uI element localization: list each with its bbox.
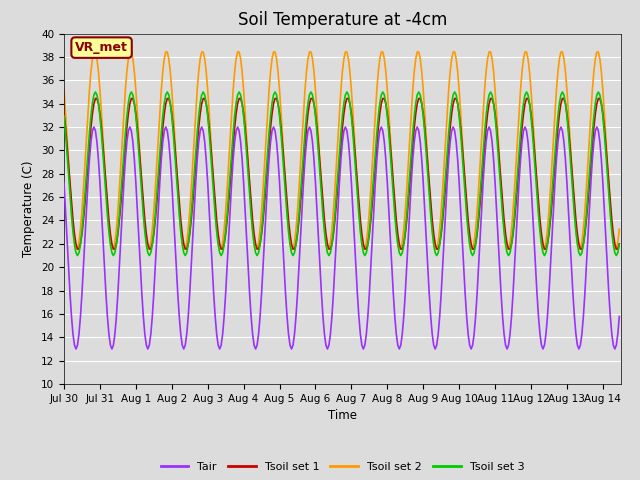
Tair <box>346 156 354 162</box>
Tair <box>470 331 478 337</box>
Tsoil set 2 <box>134 109 141 115</box>
X-axis label: Time: Time <box>328 409 357 422</box>
Y-axis label: Temperature (C): Temperature (C) <box>22 160 35 257</box>
Legend: Tair, Tsoil set 1, Tsoil set 2, Tsoil set 3: Tair, Tsoil set 1, Tsoil set 2, Tsoil se… <box>156 457 529 477</box>
Tsoil set 1 <box>250 231 258 237</box>
Line: Tair: Tair <box>64 127 620 349</box>
Tsoil set 3 <box>616 242 623 248</box>
Tsoil set 2 <box>92 49 99 55</box>
Tsoil set 2 <box>154 134 162 140</box>
Tsoil set 3 <box>74 252 81 258</box>
Tsoil set 3 <box>250 242 258 248</box>
Tsoil set 1 <box>74 246 81 252</box>
Tsoil set 3 <box>154 171 162 177</box>
Tsoil set 2 <box>250 239 258 245</box>
Text: VR_met: VR_met <box>75 41 128 54</box>
Tsoil set 1 <box>134 125 141 131</box>
Tsoil set 1 <box>346 101 354 107</box>
Tsoil set 1 <box>154 181 162 187</box>
Tair <box>607 313 614 319</box>
Tsoil set 3 <box>134 130 141 136</box>
Tsoil set 2 <box>60 87 68 93</box>
Tsoil set 2 <box>346 69 354 74</box>
Title: Soil Temperature at -4cm: Soil Temperature at -4cm <box>237 11 447 29</box>
Line: Tsoil set 2: Tsoil set 2 <box>64 52 620 249</box>
Tsoil set 3 <box>470 250 478 256</box>
Tsoil set 1 <box>470 246 478 252</box>
Tsoil set 1 <box>92 96 99 101</box>
Tair <box>134 206 141 212</box>
Tsoil set 3 <box>346 100 354 106</box>
Tsoil set 2 <box>72 246 80 252</box>
Tair <box>60 180 68 185</box>
Tair <box>616 313 623 319</box>
Tair <box>154 206 162 212</box>
Tair <box>72 346 80 352</box>
Tsoil set 3 <box>607 212 614 217</box>
Tsoil set 3 <box>60 113 68 119</box>
Line: Tsoil set 1: Tsoil set 1 <box>64 98 620 249</box>
Tsoil set 3 <box>92 89 99 95</box>
Tsoil set 1 <box>60 111 68 117</box>
Tsoil set 2 <box>616 226 623 232</box>
Tsoil set 2 <box>470 239 478 245</box>
Tair <box>90 124 98 130</box>
Tsoil set 2 <box>607 208 614 214</box>
Tair <box>250 342 258 348</box>
Tsoil set 1 <box>607 200 614 206</box>
Line: Tsoil set 3: Tsoil set 3 <box>64 92 620 255</box>
Tsoil set 1 <box>616 241 623 247</box>
